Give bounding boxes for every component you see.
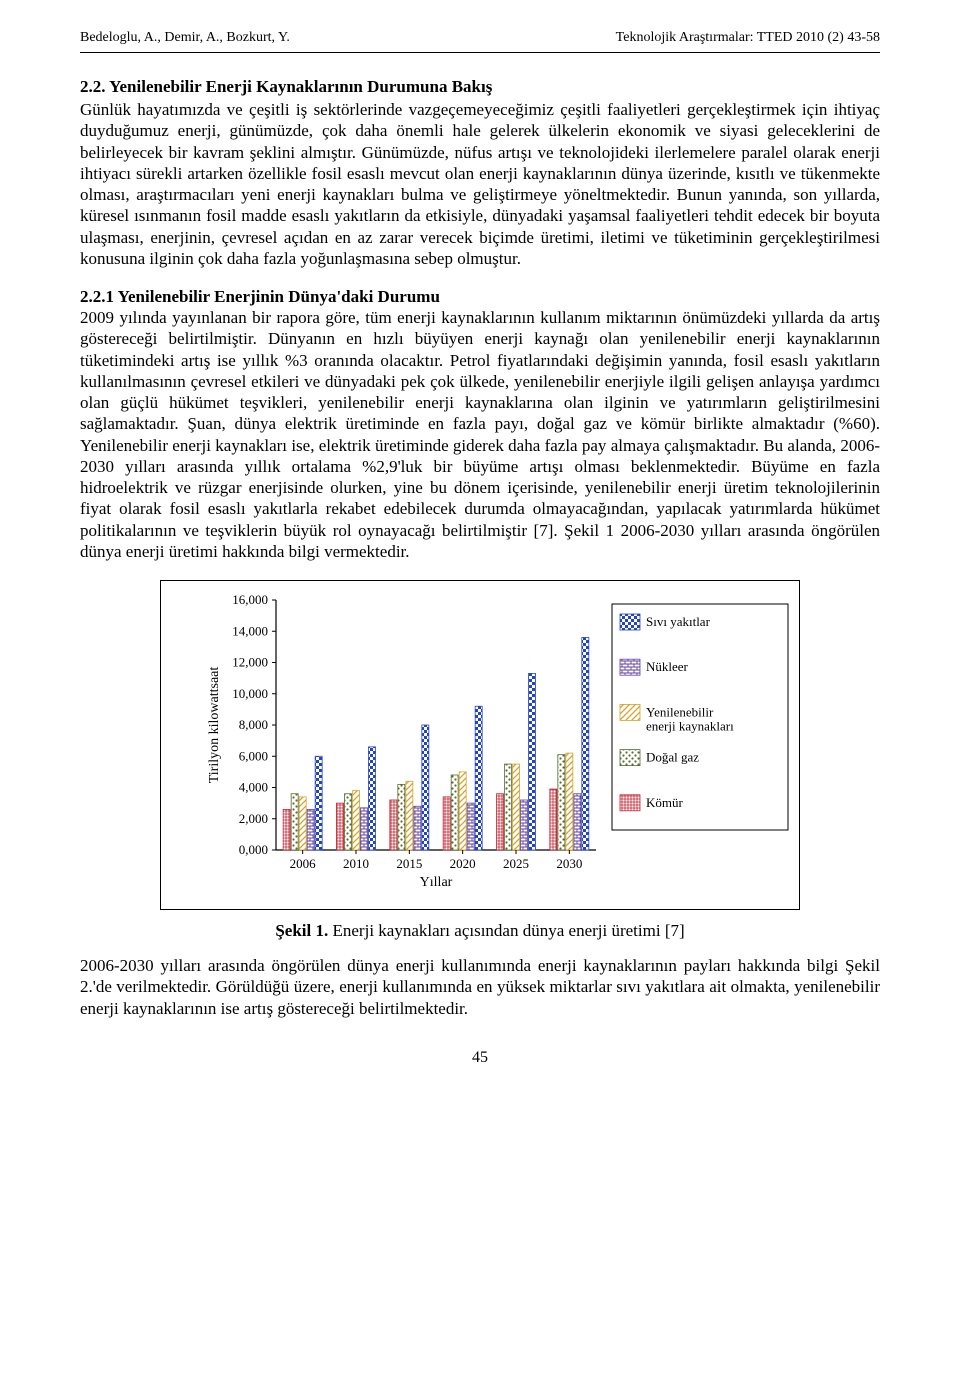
svg-text:Yenilenebilir: Yenilenebilir xyxy=(646,704,714,719)
svg-text:enerji kaynakları: enerji kaynakları xyxy=(646,718,734,733)
svg-text:Sıvı yakıtlar: Sıvı yakıtlar xyxy=(646,614,711,629)
svg-text:6,000: 6,000 xyxy=(239,748,268,763)
svg-text:10,000: 10,000 xyxy=(232,686,268,701)
svg-text:2015: 2015 xyxy=(396,856,422,871)
running-header: Bedeloglu, A., Demir, A., Bozkurt, Y. Te… xyxy=(80,30,880,46)
svg-text:Doğal gaz: Doğal gaz xyxy=(646,750,699,765)
header-right: Teknolojik Araştırmalar: TTED 2010 (2) 4… xyxy=(616,30,880,46)
svg-text:Yıllar: Yıllar xyxy=(420,875,453,890)
header-left: Bedeloglu, A., Demir, A., Bozkurt, Y. xyxy=(80,30,290,46)
figure-1-caption: Şekil 1. Enerji kaynakları açısından dün… xyxy=(80,921,880,941)
paragraph-1: Günlük hayatımızda ve çeşitli iş sektörl… xyxy=(80,99,880,269)
svg-text:14,000: 14,000 xyxy=(232,623,268,638)
svg-text:12,000: 12,000 xyxy=(232,655,268,670)
svg-text:8,000: 8,000 xyxy=(239,717,268,732)
page-number: 45 xyxy=(80,1049,880,1067)
svg-text:2010: 2010 xyxy=(343,856,369,871)
svg-text:Kömür: Kömür xyxy=(646,795,684,810)
caption-text: Enerji kaynakları açısından dünya enerji… xyxy=(328,921,684,940)
svg-text:Tirilyon kilowattsaat: Tirilyon kilowattsaat xyxy=(207,667,222,784)
svg-text:2006: 2006 xyxy=(290,856,317,871)
svg-text:2030: 2030 xyxy=(556,856,582,871)
header-rule xyxy=(80,52,880,53)
svg-text:0,000: 0,000 xyxy=(239,842,268,857)
caption-label: Şekil 1. xyxy=(275,921,328,940)
chart-svg: 0,000 2,000 4,000 6,000 8,000 10,000 12,000 14,… xyxy=(160,580,800,910)
section-title: 2.2. Yenilenebilir Enerji Kaynaklarının … xyxy=(80,77,880,97)
svg-text:4,000: 4,000 xyxy=(239,780,268,795)
svg-text:16,000: 16,000 xyxy=(232,592,268,607)
svg-text:2020: 2020 xyxy=(450,856,476,871)
figure-1-chart: 0,000 2,000 4,000 6,000 8,000 10,000 12,000 14,… xyxy=(160,580,800,915)
page-container: Bedeloglu, A., Demir, A., Bozkurt, Y. Te… xyxy=(0,0,960,1107)
svg-text:2,000: 2,000 xyxy=(239,811,268,826)
svg-text:2025: 2025 xyxy=(503,856,529,871)
paragraph-2: 2009 yılında yayınlanan bir rapora göre,… xyxy=(80,307,880,562)
subsection-title: 2.2.1 Yenilenebilir Enerjinin Dünya'daki… xyxy=(80,287,880,307)
svg-text:Nükleer: Nükleer xyxy=(646,659,689,674)
paragraph-3: 2006-2030 yılları arasında öngörülen dün… xyxy=(80,955,880,1019)
